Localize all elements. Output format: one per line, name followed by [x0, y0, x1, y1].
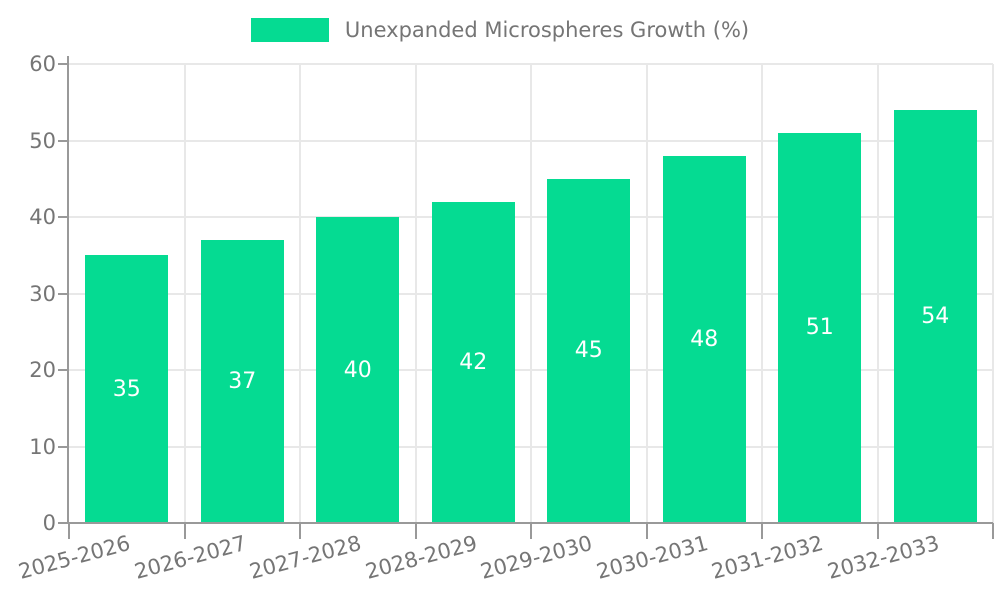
x-grid-line [876, 64, 879, 523]
x-axis-tick [183, 523, 186, 539]
y-tick-label: 50 [29, 128, 56, 153]
x-tick-label: 2028-2029 [362, 531, 480, 584]
x-axis-tick [530, 523, 532, 539]
y-tick-label: 60 [29, 52, 56, 76]
x-tick-label: 2025-2026 [16, 531, 133, 584]
bar: 37 [200, 239, 284, 523]
legend[interactable]: Unexpanded Microspheres Growth (%) [0, 18, 1000, 42]
bar-value-label: 48 [690, 326, 719, 352]
x-axis-tick [414, 523, 417, 539]
x-grid-line [645, 64, 648, 523]
y-tick-label: 10 [29, 434, 56, 459]
x-tick-label: 2030-2031 [593, 531, 711, 584]
bar-value-label: 51 [805, 315, 834, 341]
x-grid-line [414, 64, 417, 523]
x-tick-label: 2029-2030 [478, 531, 595, 584]
y-tick-label: 0 [42, 511, 56, 535]
bar: 54 [893, 109, 977, 523]
y-tick-label: 40 [29, 205, 56, 229]
bar-value-label: 40 [343, 357, 372, 383]
bar: 51 [778, 132, 862, 523]
x-tick-label: 2027-2028 [247, 531, 364, 584]
y-axis-tick [58, 63, 68, 65]
y-axis-tick [58, 292, 68, 295]
x-grid-line [530, 64, 532, 523]
bar: 45 [547, 178, 631, 523]
y-axis-tick [58, 522, 68, 524]
x-tick-label: 2032-2033 [824, 531, 942, 584]
bar: 35 [85, 255, 169, 523]
bar: 48 [662, 155, 746, 523]
bar-value-label: 54 [921, 303, 950, 329]
y-axis-tick [58, 216, 68, 218]
y-tick-label: 30 [29, 281, 56, 306]
y-axis-tick [58, 369, 68, 371]
x-grid-line [992, 64, 994, 523]
x-axis-tick [992, 523, 994, 539]
bar-value-label: 37 [228, 368, 257, 394]
x-axis-tick [68, 523, 70, 539]
x-grid-line [761, 64, 763, 523]
x-axis-tick [761, 523, 763, 539]
x-axis-tick [876, 523, 879, 539]
y-axis-tick [58, 445, 68, 448]
x-grid-line [183, 64, 186, 523]
x-grid-line [299, 64, 301, 523]
x-tick-label: 2026-2027 [131, 531, 249, 584]
bar-value-label: 35 [112, 376, 141, 402]
bar-value-label: 45 [574, 338, 603, 364]
legend-label: Unexpanded Microspheres Growth (%) [344, 18, 750, 42]
x-tick-label: 2031-2032 [709, 531, 826, 584]
x-axis-tick [299, 523, 301, 539]
y-tick-label: 20 [29, 358, 56, 382]
bar: 40 [316, 217, 400, 523]
y-axis-line [67, 56, 69, 523]
bar-value-label: 42 [459, 349, 488, 375]
legend-swatch [250, 18, 329, 42]
y-axis-tick [58, 139, 68, 142]
x-axis-tick [645, 523, 648, 539]
bar: 42 [431, 201, 515, 523]
